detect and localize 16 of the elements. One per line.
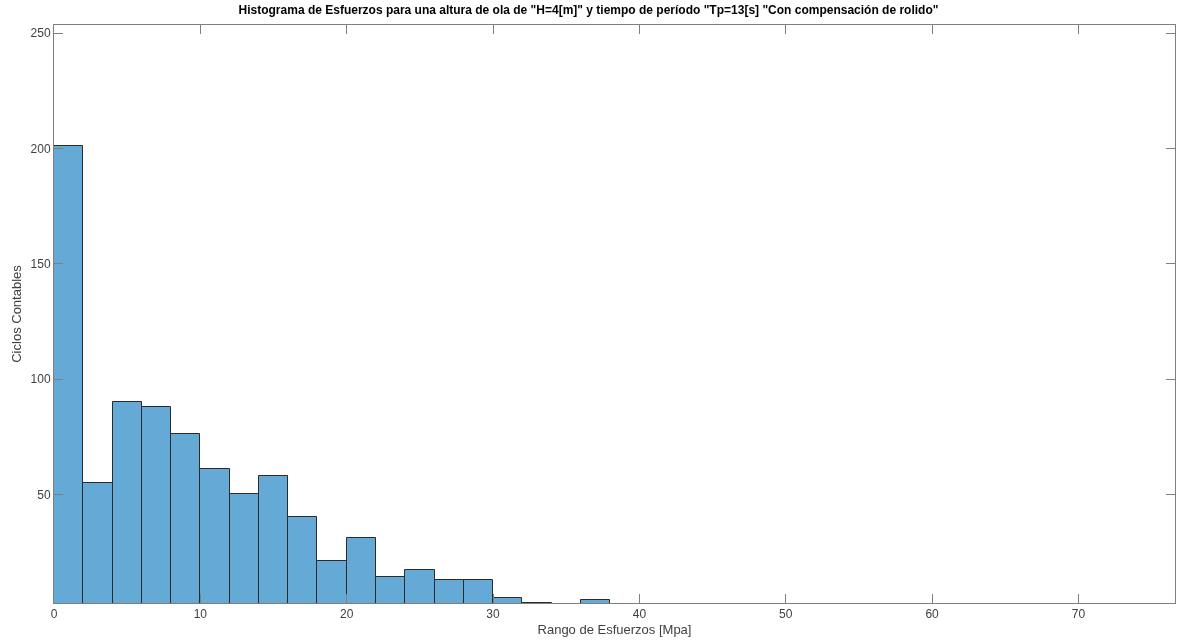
x-tick-label: 0 (50, 607, 58, 622)
x-tick-label: 40 (632, 607, 647, 622)
x-tick-label: 20 (340, 607, 354, 622)
y-tick-label: 200 (30, 141, 51, 156)
x-tick-label: 50 (779, 607, 793, 622)
y-tick-label: 100 (30, 372, 51, 387)
x-tick-label: 10 (193, 607, 208, 622)
y-tick-label: 50 (37, 487, 51, 502)
y-axis-title: Ciclos Contables (8, 264, 24, 363)
x-tick-label: 30 (486, 607, 501, 622)
y-tick-label: 150 (30, 256, 51, 271)
chart-title: Histograma de Esfuerzos para una altura de ola de "H=4[m]" y tiempo de período "Tp=13[s] "Con compensación de rolido" (238, 2, 939, 17)
x-tick-label: 60 (925, 607, 940, 622)
x-tick-label: 70 (1071, 607, 1086, 622)
y-tick-label: 250 (30, 26, 51, 41)
x-axis-title: Rango de Esfuerzos [Mpa] (537, 622, 692, 637)
